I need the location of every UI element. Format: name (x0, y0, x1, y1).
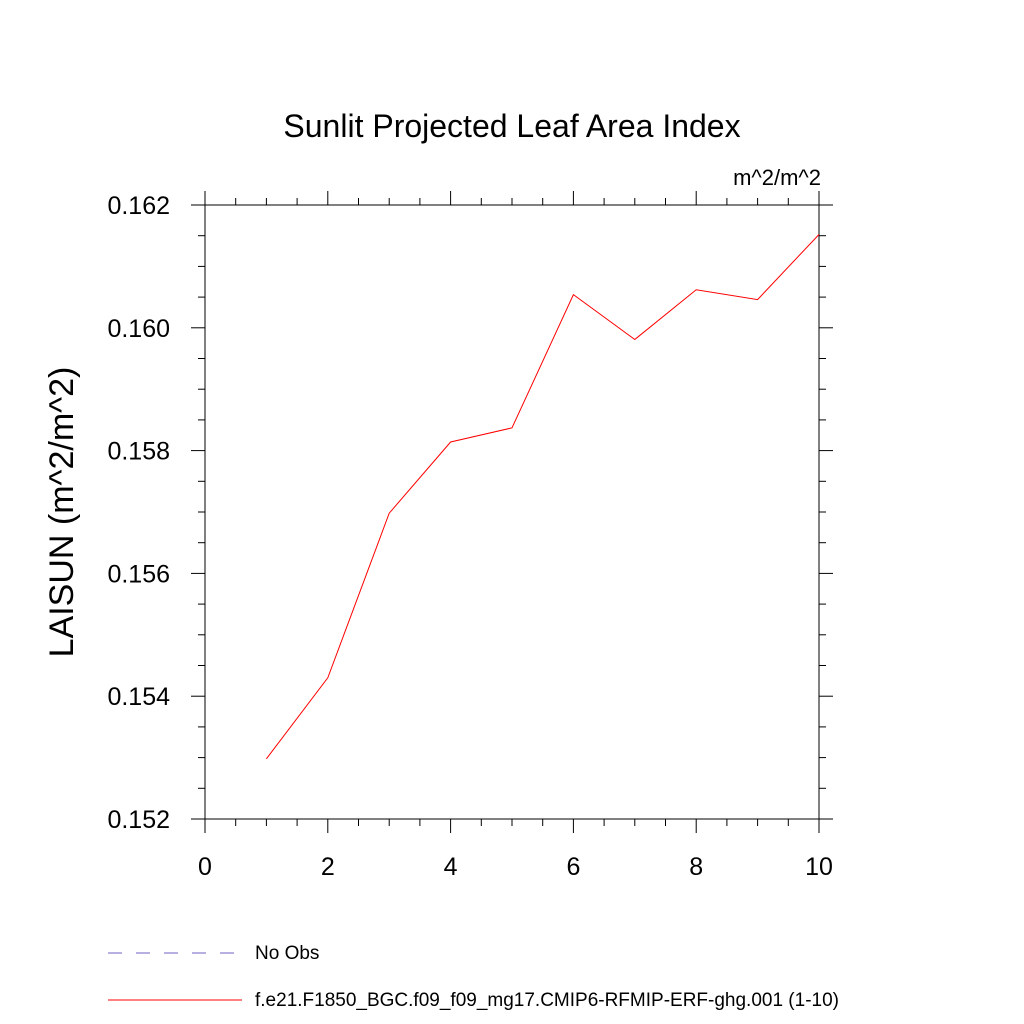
x-tick-label: 8 (689, 853, 703, 881)
major-ticks (191, 191, 833, 833)
data-point (327, 677, 328, 678)
units-label: m^2/m^2 (733, 165, 821, 190)
x-tick-label: 6 (566, 853, 580, 881)
plot-frame (204, 204, 820, 820)
data-point (266, 758, 267, 759)
legend: No Obs f.e21.F1850_BGC.f09_f09_mg17.CMIP… (108, 943, 839, 1011)
y-axis-label: LAISUN (m^2/m^2) (43, 367, 81, 658)
data-point (757, 299, 758, 300)
y-tick-label: 0.152 (107, 806, 170, 834)
x-tick-label: 10 (805, 853, 833, 881)
x-tick-label: 0 (198, 853, 212, 881)
legend-label-no-obs: No Obs (255, 943, 319, 964)
y-tick-label: 0.158 (107, 438, 170, 466)
data-point (634, 339, 635, 340)
data-point (696, 289, 697, 290)
data-point (450, 442, 451, 443)
y-tick-label: 0.160 (107, 315, 170, 343)
x-tick-label: 4 (444, 853, 458, 881)
data-point (512, 427, 513, 428)
legend-label-model-run: f.e21.F1850_BGC.f09_f09_mg17.CMIP6-RFMIP… (255, 990, 839, 1011)
data-point (389, 513, 390, 514)
minor-ticks (198, 198, 826, 826)
series-group (266, 234, 820, 760)
data-point (573, 294, 574, 295)
y-tick-label: 0.154 (107, 683, 170, 711)
y-tick-labels: 0.152 0.154 0.156 0.158 0.160 0.162 (107, 192, 170, 834)
series-line-0 (266, 234, 820, 760)
y-tick-label: 0.156 (107, 560, 170, 588)
x-tick-labels: 0 2 4 6 8 10 (198, 853, 833, 881)
y-tick-label: 0.162 (107, 192, 170, 220)
data-point (819, 234, 820, 235)
x-tick-label: 2 (321, 853, 335, 881)
chart-title: Sunlit Projected Leaf Area Index (283, 108, 740, 144)
